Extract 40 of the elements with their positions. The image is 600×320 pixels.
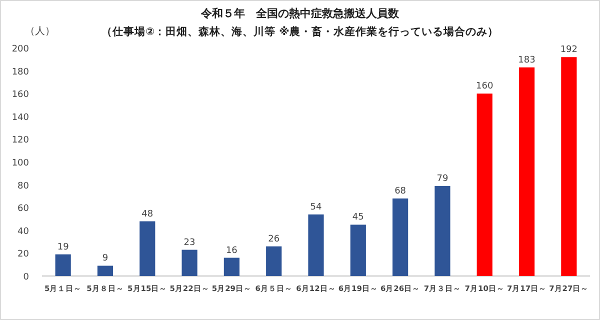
data-label: 19 (57, 242, 70, 252)
chart-title: 令和５年 全国の熱中症救急搬送人員数 (200, 7, 400, 20)
data-label: 68 (394, 186, 406, 196)
y-tick-label: 140 (12, 112, 30, 123)
bar (55, 254, 71, 276)
data-label: 48 (142, 209, 154, 220)
y-tick-label: 0 (23, 272, 30, 282)
bar (392, 198, 408, 276)
bar (224, 258, 240, 276)
bar (476, 94, 492, 276)
data-label: 183 (518, 55, 536, 66)
bar (266, 246, 282, 276)
data-label: 9 (102, 254, 108, 264)
y-tick-label: 80 (18, 181, 30, 192)
data-label: 26 (268, 234, 280, 244)
y-axis-title: （人） (25, 26, 55, 37)
y-tick-label: 160 (12, 90, 30, 100)
chart-subtitle: （仕事場②：田畑、森林、海、川等 ※農・畜・水産作業を行っている場合のみ） (102, 25, 498, 38)
y-tick-label: 100 (12, 158, 30, 168)
y-tick-label: 20 (18, 250, 30, 260)
data-label: 160 (476, 82, 494, 92)
data-label: 23 (184, 238, 196, 248)
data-label: 54 (310, 202, 322, 212)
data-label: 45 (352, 212, 364, 223)
bar (97, 266, 114, 276)
y-tick-label: 60 (18, 204, 30, 214)
bar (434, 186, 450, 276)
data-label: 192 (560, 45, 578, 56)
y-tick-label: 200 (12, 44, 30, 54)
data-label: 16 (226, 246, 238, 256)
bar (350, 224, 366, 276)
bar (308, 214, 324, 276)
bar (518, 67, 535, 276)
y-tick-label: 180 (12, 67, 30, 78)
y-tick-label: 40 (18, 226, 30, 237)
bar (182, 250, 198, 276)
y-tick-label: 120 (12, 136, 30, 146)
bar (561, 57, 577, 276)
data-label: 79 (436, 174, 448, 184)
bar (140, 221, 156, 276)
